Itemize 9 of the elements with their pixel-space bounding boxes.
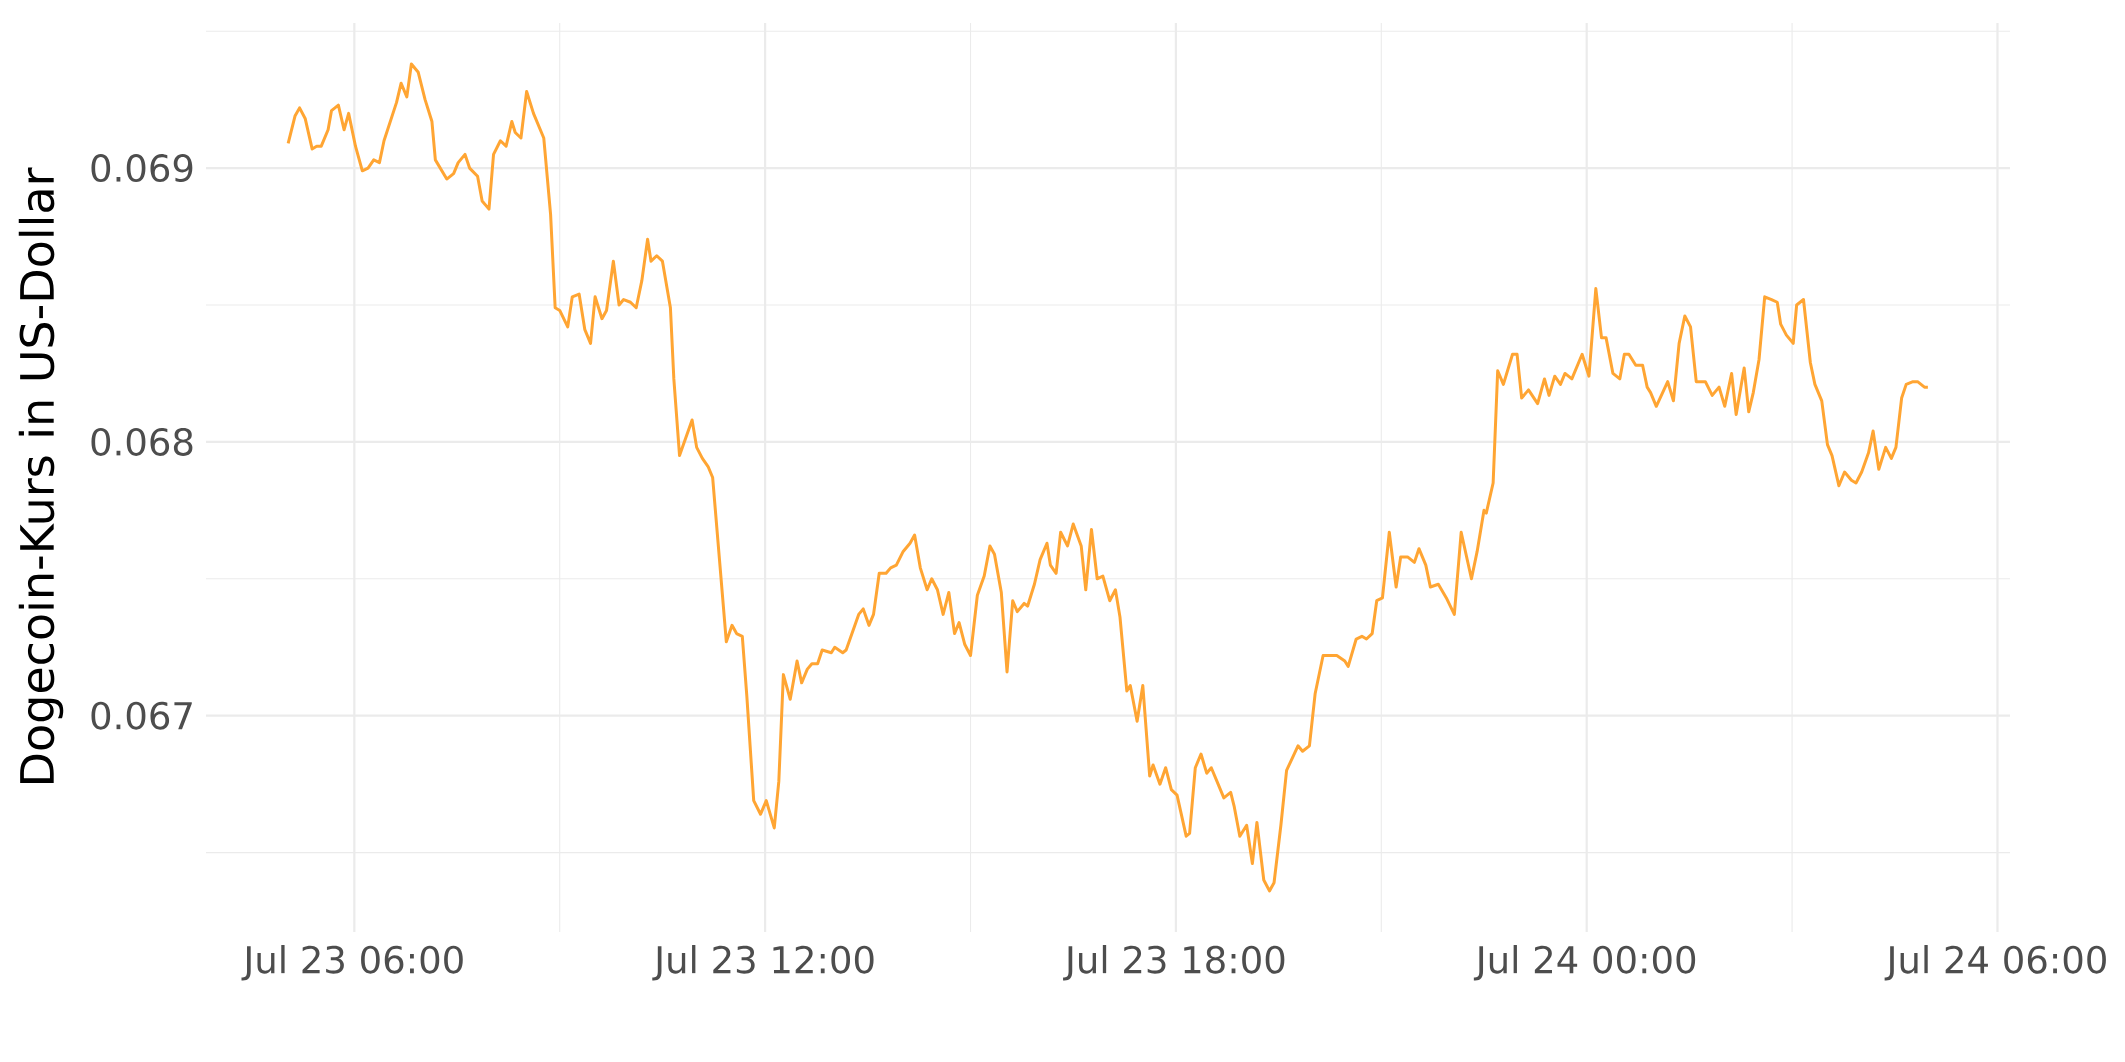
x-tick-label: Jul 23 06:00: [241, 945, 463, 981]
x-tick-label: Jul 24 00:00: [1473, 945, 1696, 981]
x-tick-label: Jul 23 12:00: [652, 945, 874, 981]
y-tick-label: 0.067: [91, 701, 192, 730]
x-tick-label: Jul 24 06:00: [1884, 945, 2106, 981]
y-tick-label: 0.069: [91, 154, 193, 183]
y-axis-title: Dogecoin-Kurs in US-Dollar: [18, 167, 64, 783]
y-tick-label: 0.068: [91, 427, 193, 456]
x-tick-label: Jul 23 18:00: [1063, 945, 1285, 981]
